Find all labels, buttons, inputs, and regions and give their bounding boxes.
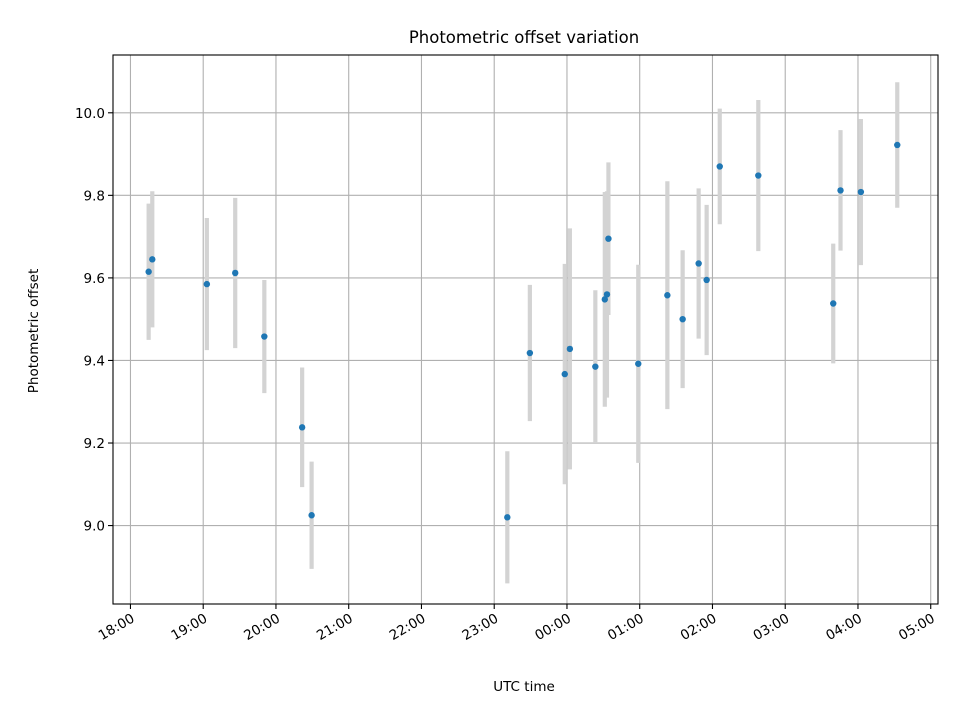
data-point	[298, 424, 306, 431]
data-point	[561, 370, 568, 378]
data-point	[894, 141, 901, 149]
grid	[113, 55, 938, 604]
data-point	[695, 260, 702, 267]
data-point	[703, 276, 710, 284]
data-point	[203, 280, 211, 288]
data-point	[716, 163, 723, 170]
data-point	[592, 363, 599, 370]
data-point	[857, 188, 865, 196]
data-point	[605, 235, 612, 242]
y-tick-label: 9.4	[84, 353, 105, 369]
data-point	[261, 333, 268, 340]
x-axis-label: UTC time	[493, 679, 555, 695]
data-point	[308, 512, 315, 519]
chart-title: Photometric offset variation	[409, 28, 639, 47]
y-tick-label: 9.2	[84, 436, 105, 452]
data-point	[635, 360, 642, 367]
data-point	[145, 268, 152, 275]
data-point	[526, 349, 534, 357]
y-tick-label: 10.0	[75, 106, 105, 122]
data-point	[232, 269, 239, 277]
data-point	[603, 291, 611, 298]
data-point	[679, 315, 686, 323]
data-points	[145, 141, 901, 521]
y-axis-label: Photometric offset	[26, 269, 42, 393]
plot-frame	[112, 54, 939, 605]
data-point	[837, 187, 844, 194]
data-point	[504, 514, 511, 521]
data-point	[755, 172, 762, 179]
data-point	[566, 345, 574, 353]
y-tick-label: 9.6	[84, 271, 105, 287]
data-point	[149, 256, 156, 263]
data-point	[601, 296, 608, 303]
y-axis-ticks: 9.0 9.2 9.4 9.6 9.8 10.0	[75, 106, 113, 535]
data-point	[664, 292, 671, 299]
y-tick-label: 9.8	[84, 188, 105, 204]
data-point	[830, 300, 837, 307]
y-tick-label: 9.0	[84, 519, 105, 535]
